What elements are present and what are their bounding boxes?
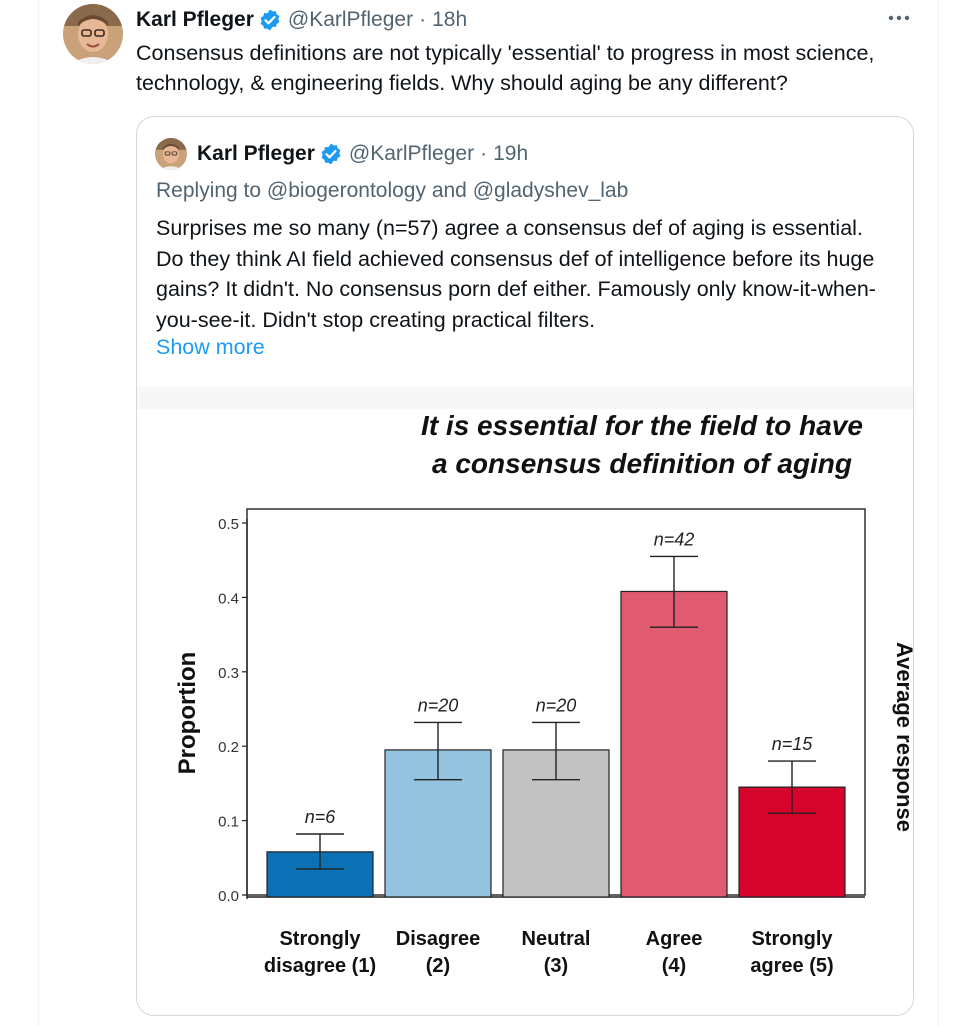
quoted-author-handle: @KarlPfleger (348, 142, 475, 165)
quoted-tweet-card[interactable]: Karl Pfleger @KarlPfleger · 19h Replying… (136, 116, 914, 1016)
y-axis-label: Proportion (174, 652, 201, 775)
timeline-left-border (38, 0, 39, 1026)
author-handle[interactable]: @KarlPfleger (287, 8, 414, 31)
more-horizontal-icon (888, 15, 910, 21)
quoted-author-name: Karl Pfleger (197, 142, 315, 165)
more-options-button[interactable] (884, 6, 914, 30)
count-label-1: n=6 (305, 807, 337, 827)
tweet-time[interactable]: 18h (432, 8, 468, 31)
chart-title-line2: a consensus definition of aging (432, 448, 852, 479)
avatar-portrait-icon (63, 4, 123, 64)
x-tick-label-line1-4: Agree (646, 928, 703, 950)
quoted-tweet-text: Surprises me so many (n=57) agree a cons… (156, 216, 876, 332)
author-avatar[interactable] (63, 4, 123, 64)
right-axis-label: Average response (892, 642, 913, 832)
quoted-author-avatar (155, 138, 187, 170)
timeline-right-border (938, 0, 939, 1026)
quoted-tweet-time: 19h (493, 142, 529, 165)
header-separator: · (419, 8, 427, 31)
x-tick-label-line2-1: disagree (1) (264, 955, 376, 977)
x-tick-label-line2-2: (2) (426, 955, 450, 977)
replying-to-text: Replying to @biogerontology and @gladysh… (156, 179, 629, 202)
count-label-2: n=20 (418, 695, 459, 715)
x-tick-label-line2-4: (4) (662, 955, 686, 977)
y-tick-label: 0.4 (218, 590, 239, 607)
y-tick-label: 0.1 (218, 814, 239, 831)
bar-4 (620, 590, 728, 898)
count-label-5: n=15 (772, 734, 814, 754)
x-tick-label-line1-2: Disagree (396, 928, 481, 950)
show-more-link[interactable]: Show more (156, 335, 265, 359)
x-tick-label-line1-5: Strongly (751, 928, 833, 950)
count-label-3: n=20 (536, 695, 577, 715)
verified-badge-icon (319, 142, 343, 166)
tweet-text: Consensus definitions are not typically … (136, 41, 875, 95)
quoted-header-separator: · (480, 142, 488, 165)
quoted-header: Karl Pfleger @KarlPfleger · 19h (155, 138, 529, 170)
verified-badge-icon (258, 8, 282, 32)
y-tick-label: 0.3 (218, 665, 239, 682)
chart-title-line1: It is essential for the field to have (421, 410, 863, 441)
x-tick-label-line1-1: Strongly (279, 928, 361, 950)
x-tick-label-line2-3: (3) (544, 955, 568, 977)
attached-chart-image[interactable]: It is essential for the field to have a … (137, 387, 913, 1015)
y-tick-label: 0.5 (218, 516, 239, 533)
x-tick-label-line1-3: Neutral (522, 928, 591, 950)
count-label-4: n=42 (654, 529, 695, 549)
bar-chart: It is essential for the field to have a … (174, 410, 913, 977)
x-tick-label-line2-5: agree (5) (750, 955, 833, 977)
y-tick-label: 0.0 (218, 888, 239, 905)
avatar-portrait-icon (155, 138, 187, 170)
author-name[interactable]: Karl Pfleger (136, 8, 254, 31)
image-top-band (137, 387, 913, 409)
tweet-header: Karl Pfleger @KarlPfleger · 18h (136, 5, 467, 35)
y-tick-label: 0.2 (218, 739, 239, 756)
